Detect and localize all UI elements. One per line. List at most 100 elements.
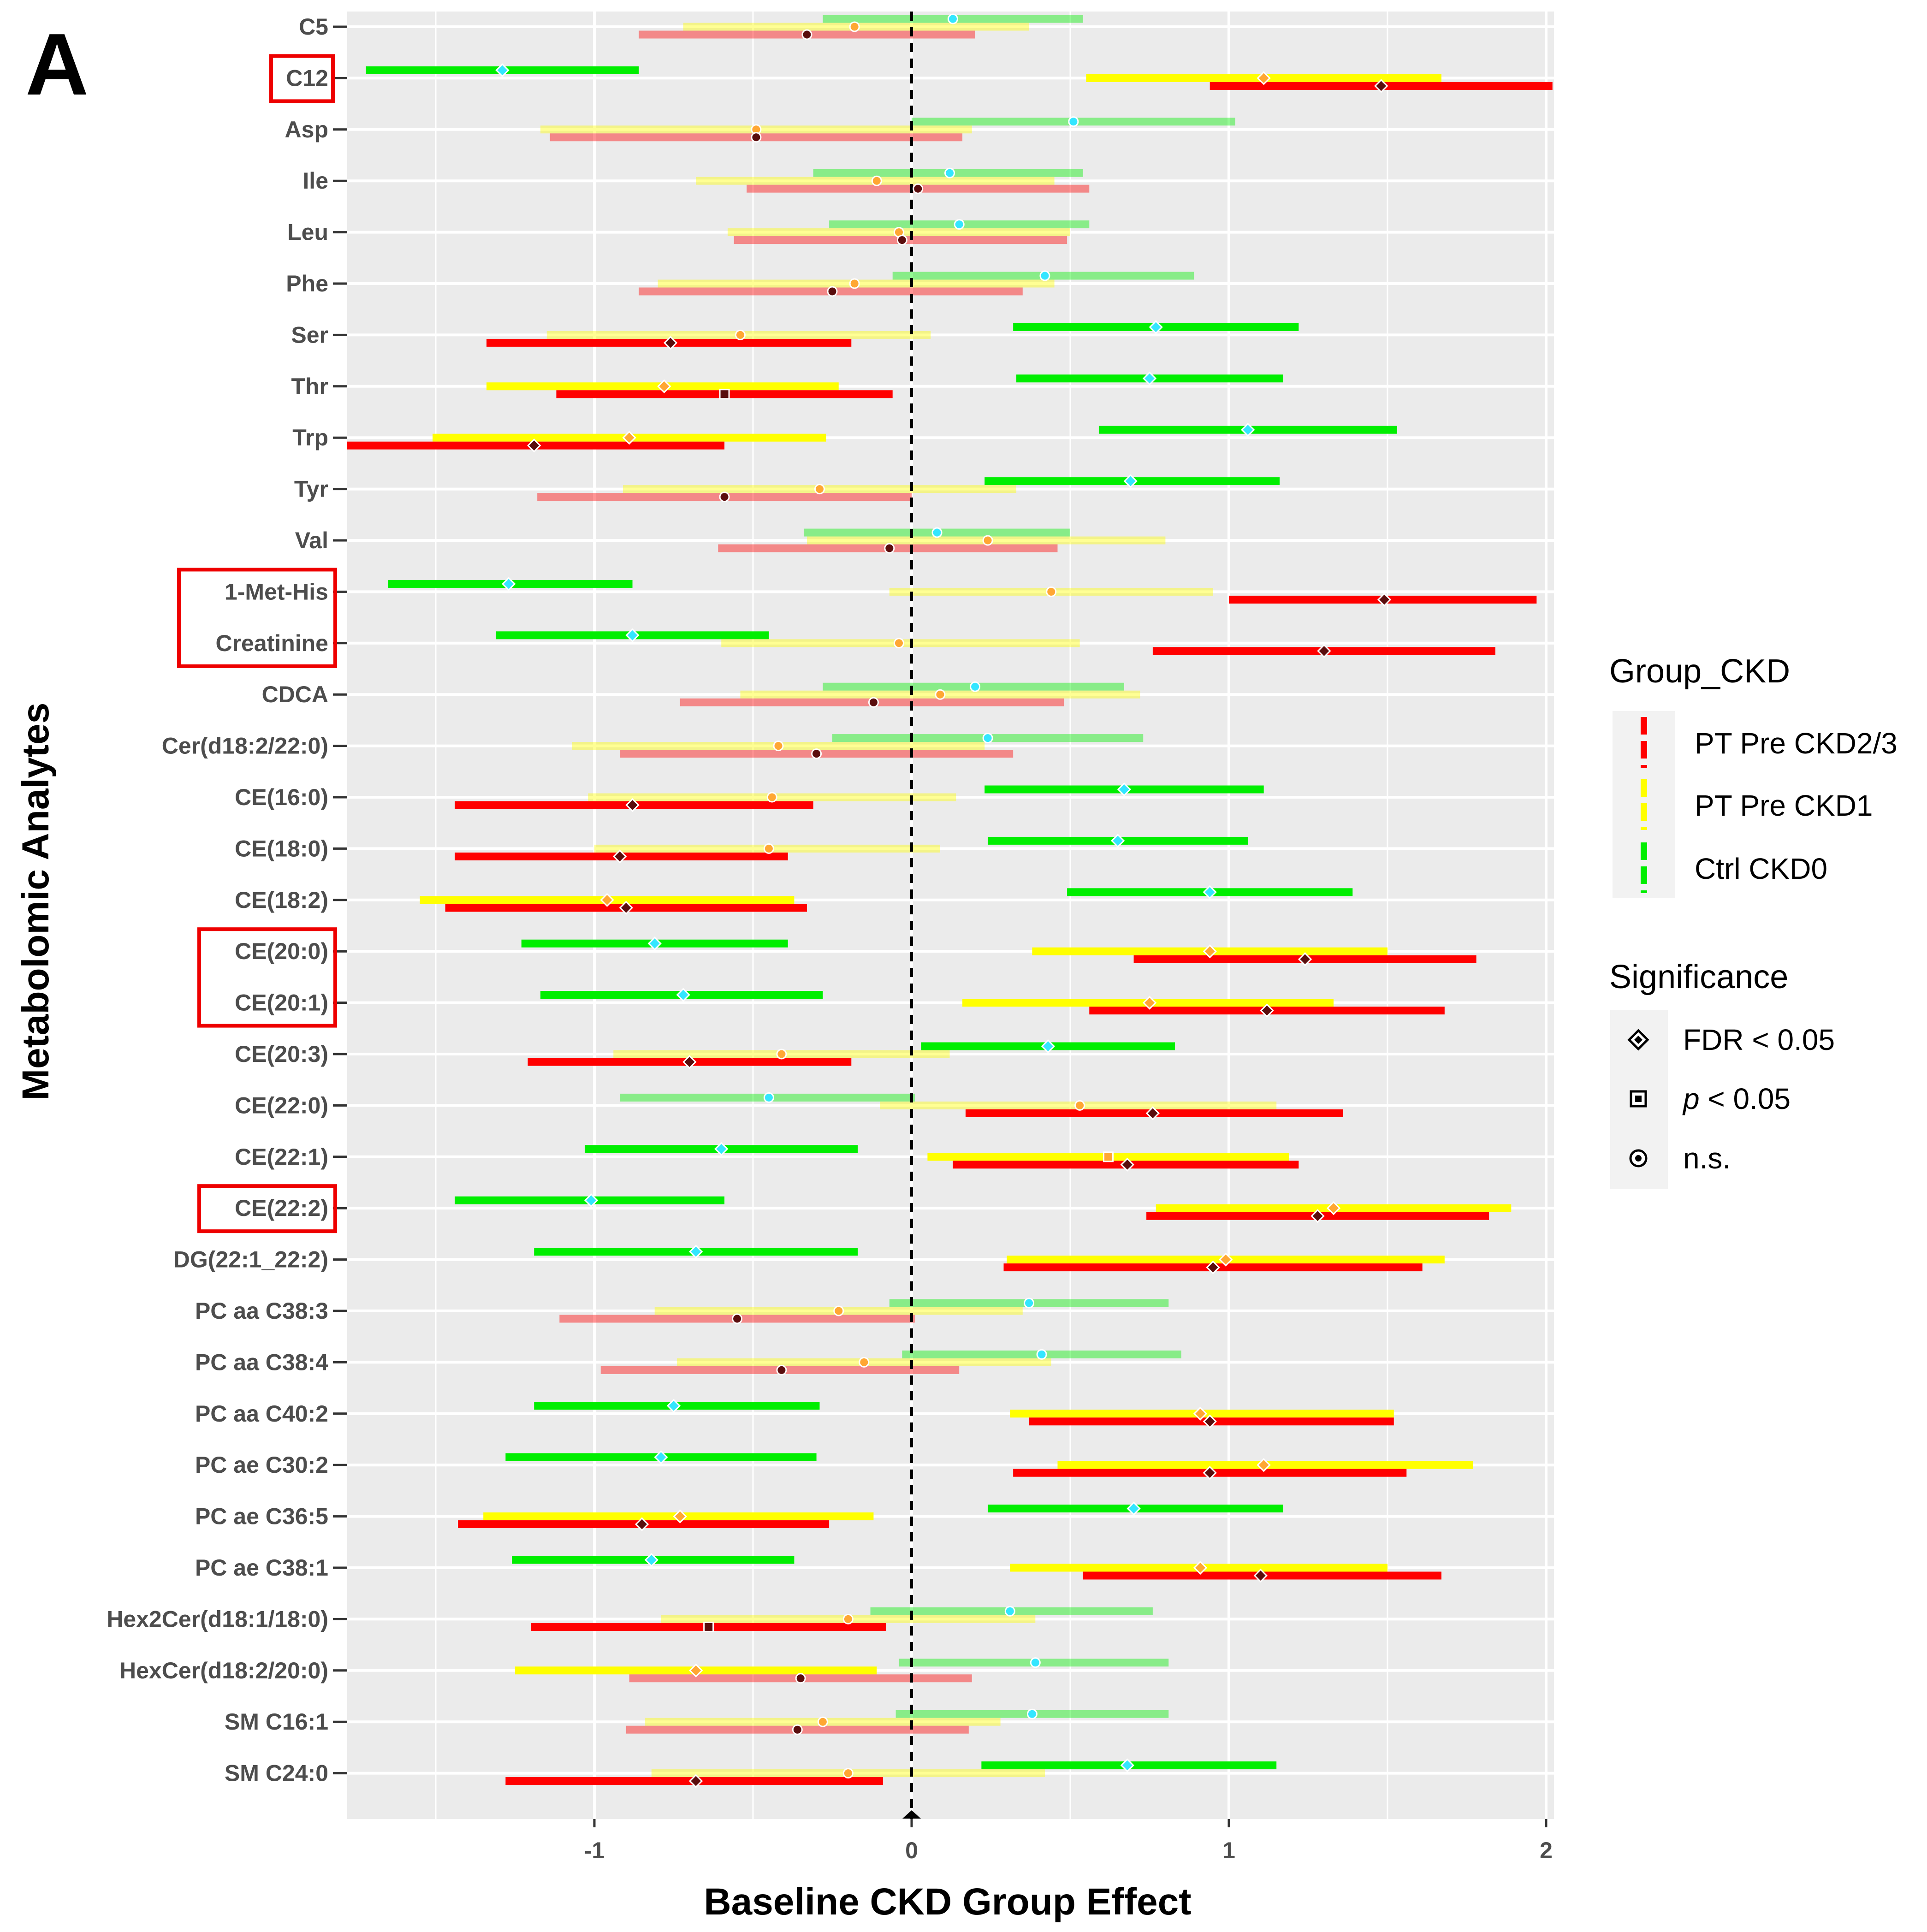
x-tick-label: -1: [584, 1837, 605, 1863]
estimate-diamond-ckd23: [1374, 79, 1388, 93]
estimate-diamond-ckd23: [1260, 1003, 1274, 1018]
estimate-diamond-ctrl: [1149, 320, 1163, 334]
analyte-label: Creatinine: [215, 630, 328, 656]
estimate-diamond-ckd23: [1145, 1106, 1160, 1120]
analyte-label: CE(20:1): [235, 990, 328, 1016]
estimate-circle-ckd1: [814, 484, 825, 495]
estimate-circle-ckd23: [801, 29, 812, 40]
estimate-circle-ckd1: [842, 1613, 854, 1624]
analyte-label: CE(22:2): [235, 1195, 328, 1221]
estimate-diamond-ckd23: [1253, 1568, 1268, 1583]
legend-group-title: Group_CKD: [1609, 653, 1790, 690]
estimate-diamond-ckd23: [1377, 593, 1392, 607]
estimate-diamond-ctrl: [689, 1245, 703, 1259]
estimate-diamond-ctrl: [1041, 1039, 1055, 1054]
analyte-label: SM C16:1: [225, 1709, 328, 1735]
estimate-diamond-ckd1: [673, 1509, 687, 1523]
estimate-diamond-ckd1: [1193, 1406, 1208, 1421]
estimate-circle-ckd1: [1074, 1100, 1085, 1111]
estimate-circle-ctrl: [970, 681, 981, 692]
estimate-diamond-ckd23: [527, 439, 541, 453]
legend-group-label: Ctrl CKD0: [1695, 852, 1827, 885]
analyte-label: Tyr: [294, 476, 328, 502]
analyte-label: DG(22:1_22:2): [173, 1247, 328, 1273]
analyte-label: Phe: [286, 271, 328, 296]
diamond-icon-core: [1634, 1036, 1642, 1044]
estimate-diamond-ctrl: [1127, 1501, 1141, 1516]
legend-sig-items: FDR < 0.05 p < 0.05 n.s.: [1627, 1023, 1835, 1175]
zero-marker: [902, 1810, 921, 1819]
x-tick-label: 2: [1540, 1837, 1553, 1863]
analyte-label: CE(22:0): [235, 1092, 328, 1118]
estimate-circle-ctrl: [1039, 270, 1050, 281]
estimate-circle-ckd1: [982, 535, 993, 546]
analyte-label: Thr: [291, 373, 328, 399]
estimate-diamond-ctrl: [654, 1450, 668, 1464]
estimate-circle-ckd1: [776, 1049, 787, 1060]
analyte-label: SM C24:0: [225, 1760, 328, 1786]
y-axis-title: Metabolomic Analytes: [15, 703, 57, 1101]
estimate-diamond-ckd23: [682, 1055, 697, 1069]
estimate-circle-ckd1: [849, 278, 860, 289]
estimate-diamond-ckd1: [1203, 944, 1217, 959]
estimate-diamond-ckd1: [622, 431, 636, 445]
estimate-diamond-ckd23: [1203, 1466, 1217, 1480]
estimate-circle-ctrl: [1024, 1298, 1035, 1309]
estimate-circle-ctrl: [954, 219, 965, 230]
legend-sig-label-italic: p: [1682, 1082, 1700, 1115]
legend-sig-title: Significance: [1609, 959, 1788, 996]
estimate-circle-ckd23: [795, 1673, 806, 1684]
square-icon-core: [1635, 1096, 1642, 1102]
estimate-diamond-ctrl: [584, 1193, 599, 1208]
analyte-label: CE(20:3): [235, 1041, 328, 1067]
estimate-diamond-ctrl: [644, 1553, 658, 1567]
circle-icon-core: [1635, 1155, 1642, 1162]
estimate-diamond-ctrl: [1123, 474, 1138, 488]
estimate-diamond-ctrl: [1241, 423, 1255, 437]
estimate-diamond-ckd1: [689, 1663, 703, 1677]
analyte-label: HexCer(d18:2/20:0): [119, 1658, 328, 1683]
estimate-circle-ckd1: [871, 175, 882, 186]
analyte-label: CE(22:1): [235, 1144, 328, 1170]
estimate-circle-ctrl: [931, 527, 943, 538]
estimate-circle-ckd23: [719, 492, 730, 503]
estimate-circle-ckd23: [913, 183, 924, 194]
analyte-label: CDCA: [262, 682, 328, 707]
estimate-diamond-ctrl: [502, 577, 516, 591]
estimate-diamond-ctrl: [1111, 834, 1125, 848]
legend-sig-label-rest: < 0.05: [1700, 1082, 1791, 1115]
highlight-box: [269, 54, 335, 103]
legend-group-label: PT Pre CKD1: [1695, 789, 1873, 822]
estimate-circle-ckd1: [842, 1768, 854, 1779]
estimate-diamond-ctrl: [714, 1142, 729, 1156]
reference-line: [902, 12, 921, 1819]
estimate-diamond-ckd23: [689, 1774, 703, 1788]
estimate-circle-ckd23: [811, 748, 822, 759]
estimate-circle-ctrl: [1036, 1349, 1047, 1360]
estimate-diamond-ckd23: [635, 1517, 649, 1531]
estimate-diamond-ctrl: [1203, 885, 1217, 899]
estimate-circle-ctrl: [944, 167, 955, 178]
estimate-circle-ckd23: [884, 543, 895, 554]
highlight-box: [197, 1184, 337, 1233]
estimate-circle-ckd1: [1046, 586, 1057, 597]
legend-group-items: PT Pre CKD2/3 PT Pre CKD1 Ctrl CKD0: [1641, 717, 1897, 893]
estimate-diamond-ckd1: [1257, 71, 1271, 85]
estimate-circle-ckd1: [735, 329, 746, 340]
panel-label: A: [25, 16, 89, 113]
analyte-label: PC aa C40:2: [195, 1401, 328, 1427]
analyte-label: PC aa C38:3: [195, 1298, 328, 1324]
analyte-label: Ser: [291, 322, 328, 348]
estimate-diamond-ckd1: [1142, 996, 1157, 1010]
analyte-label: Hex2Cer(d18:1/18:0): [107, 1606, 328, 1632]
analyte-label: PC ae C38:1: [195, 1555, 328, 1581]
estimate-circle-ckd23: [732, 1313, 743, 1324]
estimate-circle-ctrl: [947, 13, 958, 24]
estimate-diamond-ctrl: [1142, 371, 1157, 385]
estimate-circle-ckd23: [827, 286, 838, 297]
analyte-label: C5: [299, 14, 328, 40]
estimate-circle-ckd23: [896, 235, 907, 246]
estimate-circle-ctrl: [763, 1092, 774, 1103]
x-axis: -1 0 1 2: [584, 1819, 1553, 1863]
